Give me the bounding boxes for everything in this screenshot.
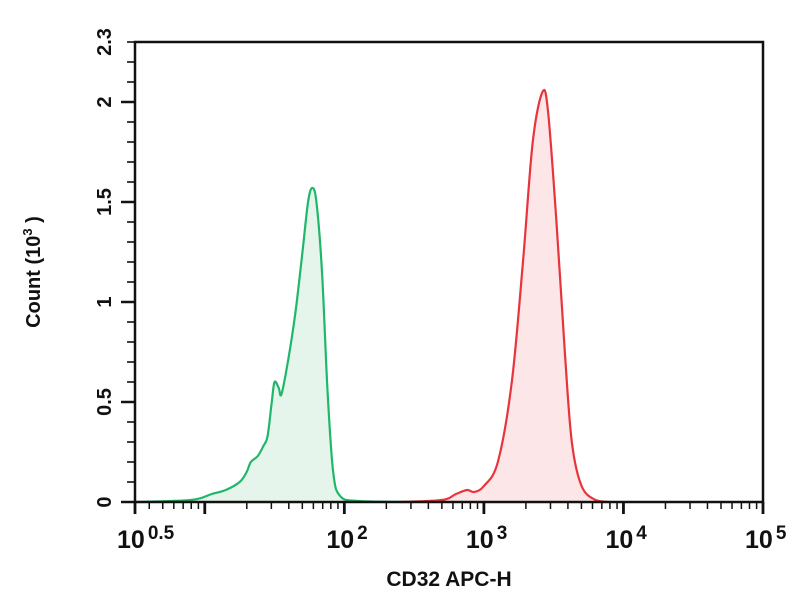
y-tick-label: 0.5 [94, 388, 116, 416]
y-tick-label: 2 [94, 96, 116, 107]
y-tick-label: 2.3 [94, 28, 116, 56]
x-tick-label: 10 5 [745, 523, 787, 554]
x-tick-label: 10 2 [326, 523, 367, 554]
x-axis-title: CD32 APC-H [386, 568, 511, 591]
series-1-line [400, 88, 610, 504]
y-tick-label: 1 [94, 296, 116, 307]
y-axis: 0 0.5 1 1.5 2 2.3 [94, 28, 135, 508]
x-tick-label: 10 0.5 [117, 523, 175, 554]
y-tick-label: 1.5 [94, 188, 116, 216]
x-tick-label: 10 3 [466, 523, 507, 554]
series-0-line [134, 186, 415, 504]
y-axis-title: Count (103 ) [20, 216, 45, 328]
x-axis: 10 0.5 10 2 10 3 10 4 10 5 [117, 502, 787, 554]
series-1-fill [400, 89, 610, 502]
series-layer [134, 88, 610, 504]
plot-frame [133, 40, 765, 504]
series-0-fill [135, 188, 415, 502]
y-tick-label: 0 [94, 496, 116, 507]
x-tick-label: 10 4 [605, 523, 647, 554]
